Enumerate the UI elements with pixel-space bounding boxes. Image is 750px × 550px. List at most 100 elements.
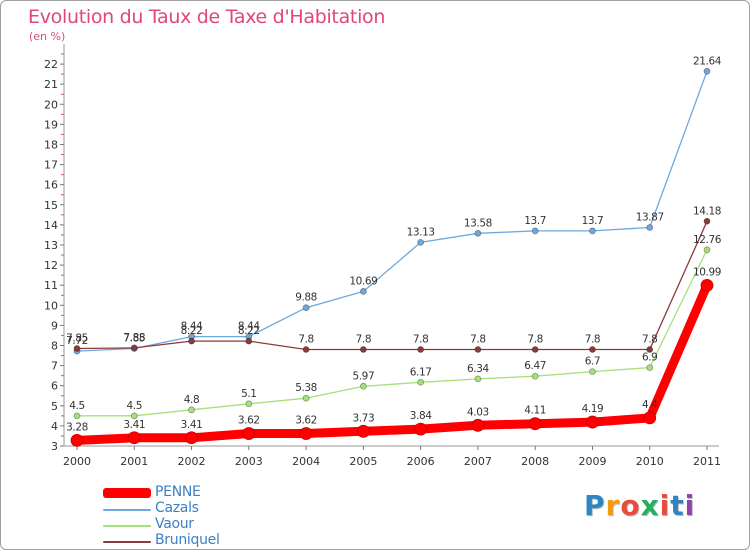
data-label-penne: 4.11	[524, 405, 546, 417]
data-point-cazals	[302, 304, 310, 312]
data-point-vaour	[130, 412, 138, 420]
data-label-vaour: 5.38	[295, 382, 317, 394]
data-label-bruniquel: 7.85	[66, 333, 88, 345]
series-line-vaour	[76, 249, 708, 417]
x-tick-label: 2003	[235, 455, 263, 468]
data-label-penne: 4.03	[467, 406, 489, 418]
data-point-cazals	[531, 227, 539, 235]
x-tick-label: 2005	[349, 455, 377, 468]
data-label-vaour: 6.34	[467, 363, 489, 375]
legend-label-bruniquel: Bruniquel	[155, 532, 220, 548]
data-point-vaour	[73, 412, 81, 420]
legend-label-penne: PENNE	[155, 484, 201, 500]
data-label-bruniquel: 7.8	[356, 334, 372, 346]
y-tick-label: 14	[44, 219, 58, 232]
data-point-penne	[414, 422, 428, 436]
series-bruniquel	[73, 217, 711, 353]
y-tick-label: 18	[44, 138, 58, 151]
data-point-vaour	[474, 375, 482, 383]
data-point-vaour	[646, 364, 654, 372]
data-label-penne: 10.99	[693, 266, 721, 278]
data-point-vaour	[417, 378, 425, 386]
legend-label-vaour: Vaour	[155, 516, 194, 532]
legend-swatch-vaour	[103, 525, 151, 527]
data-point-penne	[127, 431, 141, 445]
data-point-bruniquel	[302, 346, 310, 353]
data-point-bruniquel	[73, 345, 81, 352]
x-tick-label: 2007	[464, 455, 492, 468]
data-point-bruniquel	[130, 344, 138, 352]
logo-letter: i	[659, 489, 671, 522]
data-label-cazals: 9.88	[295, 292, 317, 304]
x-tick-label: 2006	[407, 455, 435, 468]
data-label-cazals: 10.69	[349, 275, 377, 287]
data-label-bruniquel: 7.88	[123, 332, 145, 344]
data-label-cazals: 7.85	[123, 333, 145, 345]
data-point-cazals	[589, 227, 596, 235]
series-layer	[70, 67, 714, 447]
data-label-cazals: 7.72	[66, 335, 88, 347]
data-label-vaour: 6.9	[642, 352, 658, 364]
data-label-cazals: 13.13	[407, 226, 435, 238]
legend-label-cazals: Cazals	[155, 500, 199, 516]
legend-swatch-penne	[103, 488, 151, 498]
y-tick-label: 17	[44, 159, 58, 172]
data-point-penne	[242, 427, 256, 440]
data-label-vaour: 12.76	[693, 234, 722, 246]
data-label-cazals: 8.44	[181, 321, 203, 333]
data-label-bruniquel: 7.8	[470, 334, 486, 346]
data-label-penne: 3.73	[352, 412, 374, 424]
data-label-vaour: 5.97	[352, 370, 374, 382]
x-tick-label: 2000	[63, 455, 91, 468]
y-tick-label: 12	[44, 259, 58, 272]
data-point-bruniquel	[417, 346, 425, 353]
x-tick-label: 2001	[120, 455, 148, 468]
proxiti-logo: Proxiti	[584, 489, 695, 522]
logo-letter: P	[584, 489, 606, 522]
data-label-penne: 3.41	[123, 419, 145, 431]
data-point-vaour	[531, 372, 539, 380]
x-tick-label: 2011	[693, 455, 721, 468]
data-point-bruniquel	[589, 346, 596, 353]
data-label-bruniquel: 7.8	[413, 334, 429, 346]
data-label-bruniquel: 7.8	[585, 334, 601, 346]
chart-title: Evolution du Taux de Taxe d'Habitation	[28, 6, 386, 28]
logo-letter: o	[620, 489, 641, 522]
data-label-vaour: 6.47	[524, 360, 546, 372]
data-label-cazals: 8.44	[238, 321, 260, 333]
x-tick-label: 2008	[521, 455, 549, 468]
y-tick-label: 5	[51, 400, 58, 413]
data-point-cazals	[646, 224, 654, 231]
data-label-bruniquel: 7.8	[642, 334, 658, 346]
series-line-cazals	[76, 70, 708, 352]
y-tick-label: 7	[51, 360, 58, 373]
x-tick-label: 2004	[292, 455, 320, 468]
legend-swatch-bruniquel	[103, 541, 151, 543]
data-label-penne: 3.62	[238, 415, 260, 427]
data-point-penne	[70, 433, 84, 447]
data-label-bruniquel: 7.8	[527, 334, 543, 346]
y-tick-label: 6	[51, 380, 58, 393]
data-point-bruniquel	[646, 346, 654, 353]
data-label-vaour: 5.1	[241, 388, 257, 400]
logo-letter: i	[684, 489, 696, 522]
y-tick-label: 11	[44, 279, 58, 292]
data-label-cazals: 21.64	[693, 55, 722, 67]
data-point-penne	[700, 278, 714, 292]
series-line-penne	[72, 280, 712, 445]
y-tick-label: 13	[44, 239, 58, 252]
data-label-cazals: 13.58	[464, 217, 492, 229]
series-vaour	[73, 246, 711, 420]
data-point-vaour	[589, 368, 596, 376]
data-point-vaour	[245, 400, 253, 408]
data-label-penne: 4.4	[642, 399, 658, 411]
data-point-vaour	[188, 406, 195, 414]
axes: 3 4 5 6 7 8 9 10 11 12 13 14 15 16 17 18 19 20 21 22 2000 200…	[44, 44, 721, 468]
data-point-penne	[299, 427, 313, 440]
data-label-bruniquel: 8.22	[238, 325, 260, 337]
x-tick-label: 2002	[178, 455, 206, 468]
data-label-bruniquel: 7.8	[298, 334, 314, 346]
data-label-vaour: 6.7	[585, 356, 601, 368]
